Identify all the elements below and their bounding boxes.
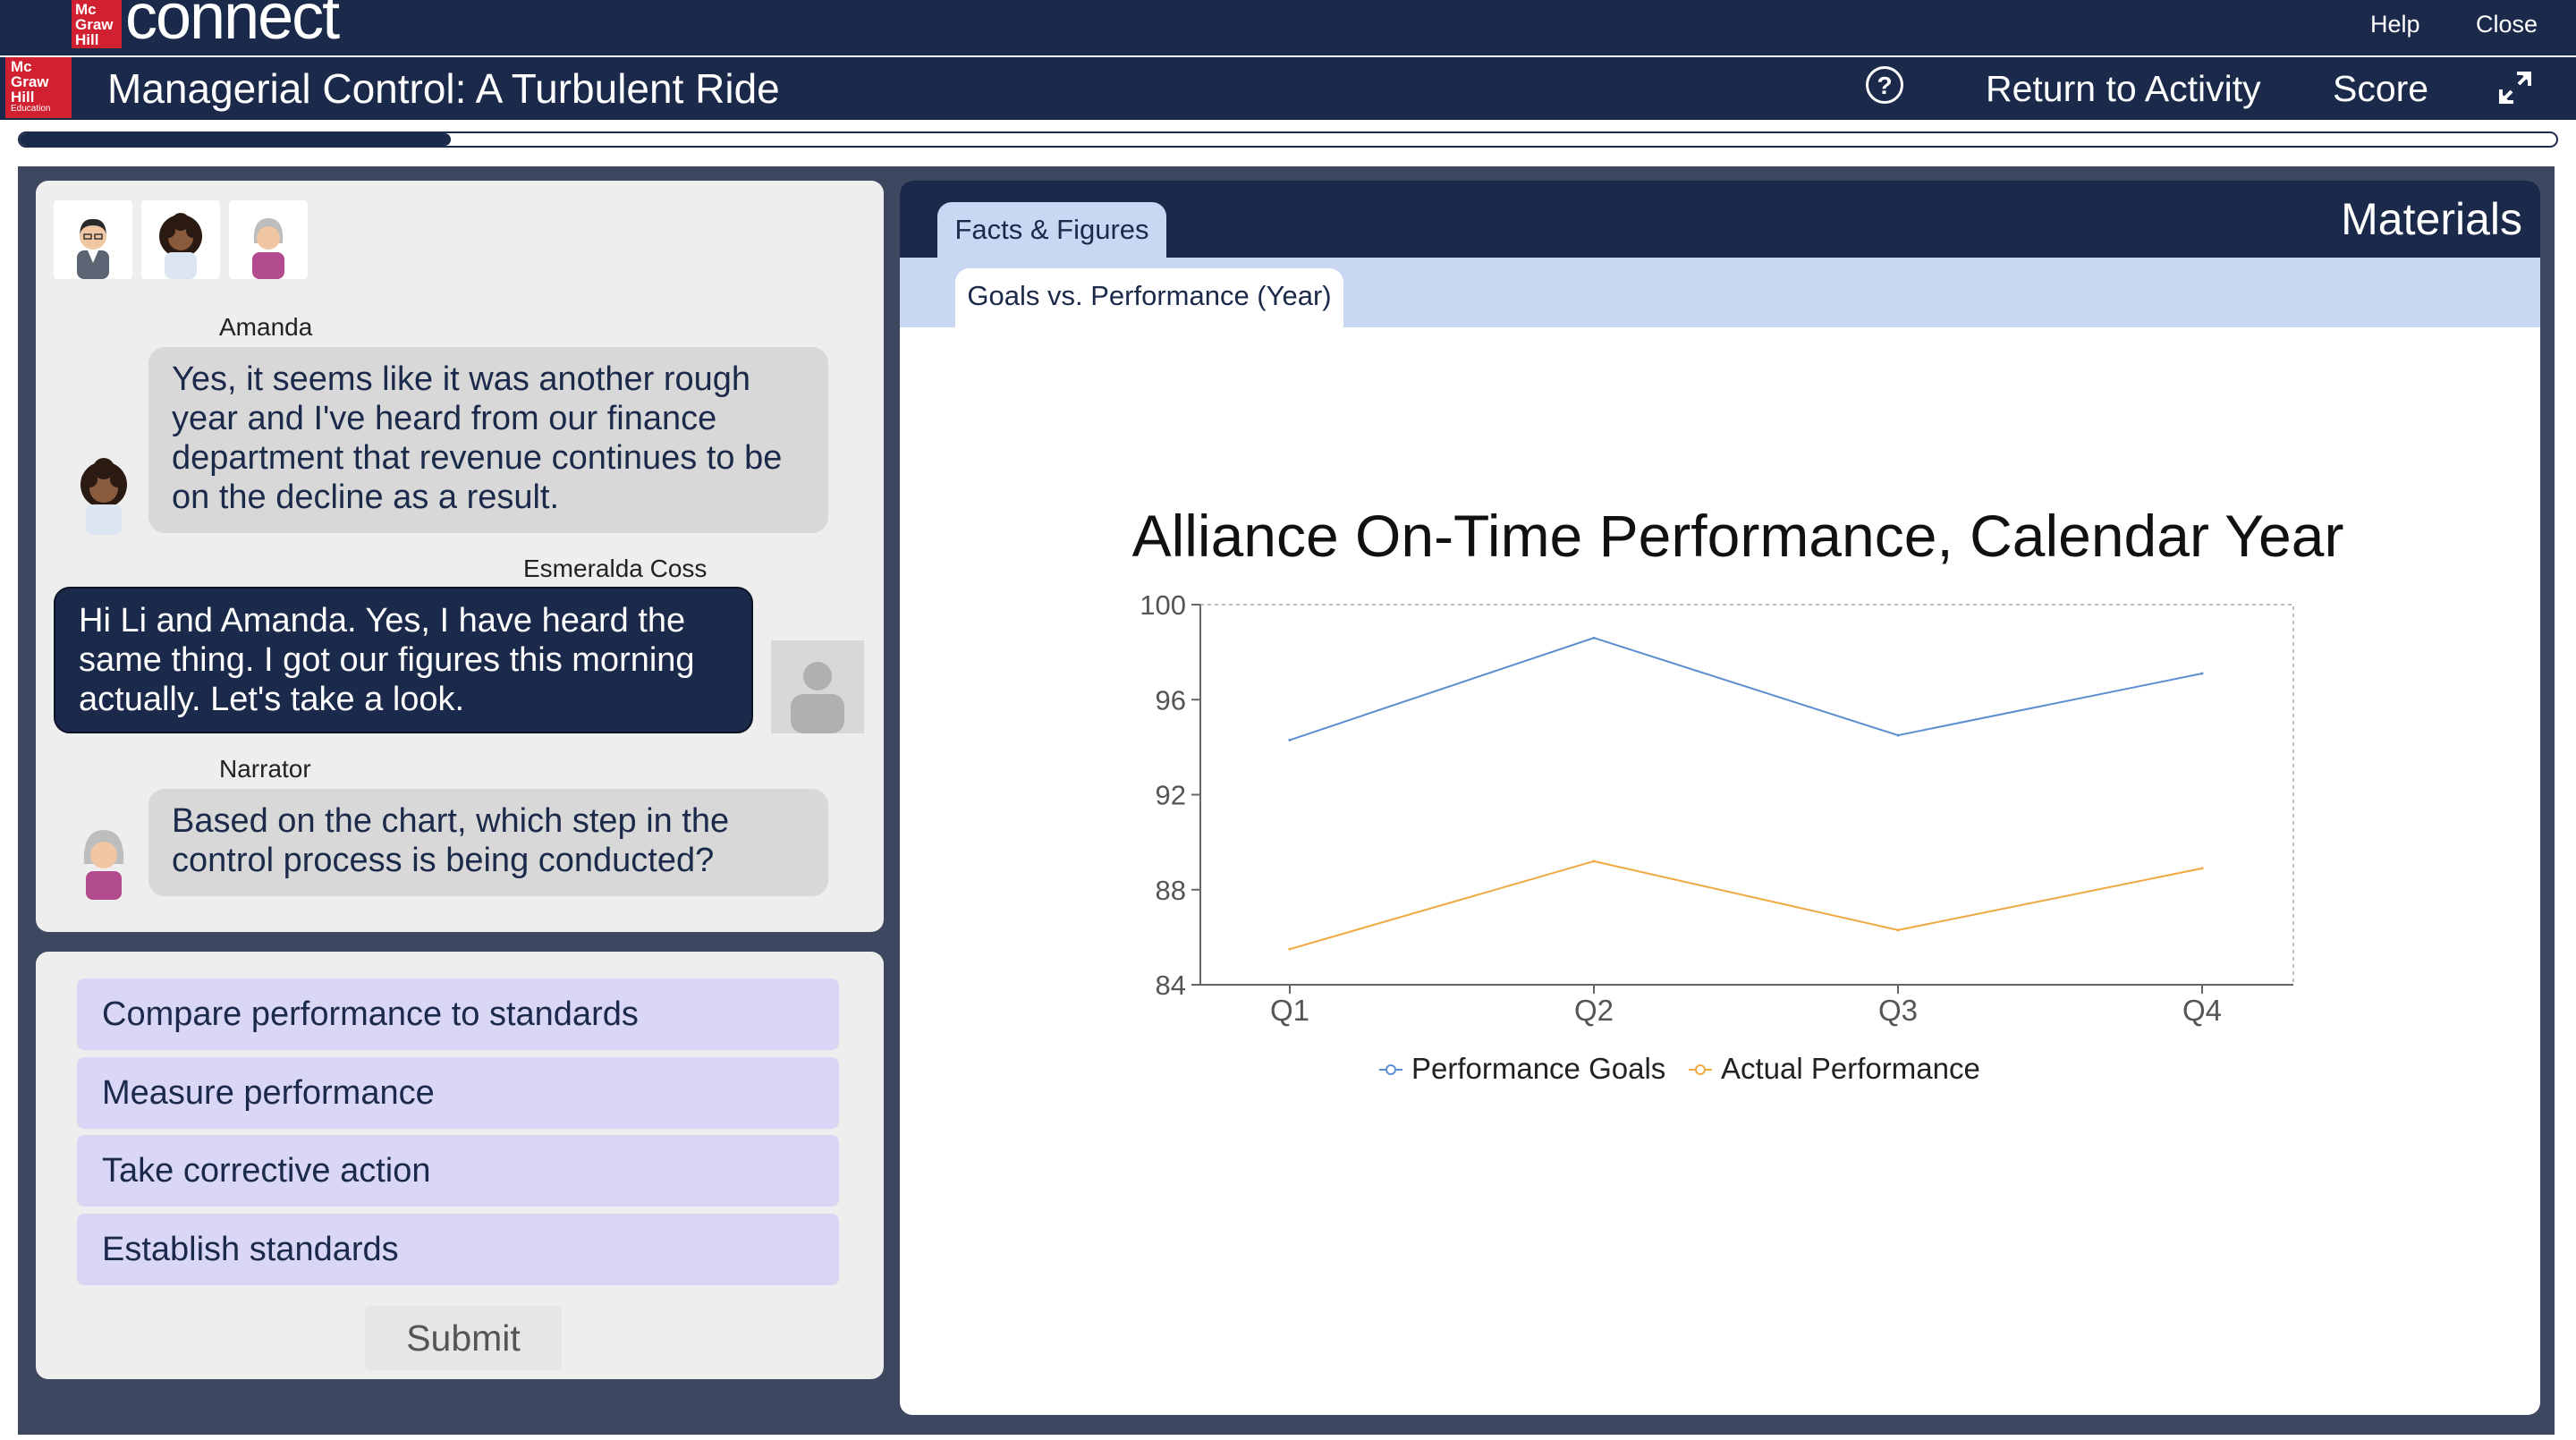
mcgraw-hill-education-logo: Mc Graw Hill Education xyxy=(5,57,72,118)
y-tick-label: 88 xyxy=(1156,875,1186,906)
connect-wordmark: connect xyxy=(125,0,340,53)
legend-swatch-marker xyxy=(1695,1064,1706,1075)
series-point xyxy=(2200,867,2204,870)
tab-facts-figures[interactable]: Facts & Figures xyxy=(937,202,1166,258)
avatar-narrator xyxy=(229,200,308,279)
logo-line: Mc xyxy=(11,58,32,75)
connect-logo: connect® xyxy=(125,0,347,54)
mcgraw-hill-logo: Mc Graw Hill xyxy=(72,0,122,48)
logo-line: Hill xyxy=(11,89,35,106)
answer-option[interactable]: Compare performance to standards xyxy=(77,978,839,1050)
answer-option[interactable]: Establish standards xyxy=(77,1214,839,1285)
logo-line: Graw xyxy=(11,73,49,90)
legend-label: Actual Performance xyxy=(1721,1052,1980,1085)
series-point xyxy=(1896,733,1900,737)
subtab-bar: Goals vs. Performance (Year) xyxy=(900,258,2540,327)
answer-panel: Compare performance to standards Measure… xyxy=(36,952,884,1379)
speaker-name: Amanda xyxy=(219,313,313,341)
speaker-name: Esmeralda Coss xyxy=(523,555,708,582)
logo-line: Education xyxy=(11,104,51,114)
materials-panel: Facts & Figures Materials Goals vs. Perf… xyxy=(900,181,2540,1415)
y-tick-label: 92 xyxy=(1156,780,1186,811)
close-link[interactable]: Close xyxy=(2476,11,2538,38)
elder-avatar-icon xyxy=(252,218,284,279)
series-line xyxy=(1289,860,2203,951)
series-line xyxy=(1289,637,2203,741)
series-point xyxy=(1288,738,1292,741)
materials-header: Facts & Figures Materials xyxy=(900,181,2540,258)
expand-icon[interactable] xyxy=(2497,70,2533,106)
series-point xyxy=(2200,672,2204,675)
score-button[interactable]: Score xyxy=(2333,68,2429,109)
activity-title: Managerial Control: A Turbulent Ride xyxy=(107,65,780,112)
chart-title: Alliance On-Time Performance, Calendar Y… xyxy=(1132,503,2344,569)
logo-line: Hill xyxy=(75,31,99,48)
y-tick-label: 100 xyxy=(1140,589,1186,621)
help-circle-icon[interactable]: ? xyxy=(1866,66,1903,104)
y-tick-label: 84 xyxy=(1156,970,1186,1001)
submit-button[interactable]: Submit xyxy=(365,1306,562,1370)
speaker-name: Narrator xyxy=(219,755,311,783)
chat-bubble: Based on the chart, which step in the co… xyxy=(148,789,828,896)
male-avatar-icon xyxy=(77,218,109,279)
female-avatar-icon xyxy=(159,213,202,279)
chat-bubble: Hi Li and Amanda. Yes, I have heard the … xyxy=(54,587,753,733)
series-point xyxy=(1896,928,1900,932)
chat-bubble: Yes, it seems like it was another rough … xyxy=(148,347,828,533)
top-brand-bar: Mc Graw Hill connect® Help Close xyxy=(0,0,2576,55)
avatar-li xyxy=(54,200,132,279)
x-tick-label: Q1 xyxy=(1270,994,1309,1027)
amanda-avatar-icon xyxy=(80,458,127,535)
chat-panel: Amanda Yes, it seems like it was another… xyxy=(36,181,884,932)
help-link[interactable]: Help xyxy=(2370,11,2420,38)
return-to-activity-button[interactable]: Return to Activity xyxy=(1986,68,2261,109)
x-tick-label: Q3 xyxy=(1878,994,1918,1027)
logo-line: Mc xyxy=(75,1,97,18)
y-tick-label: 96 xyxy=(1156,684,1186,716)
answer-option[interactable]: Take corrective action xyxy=(77,1135,839,1207)
line-chart: Alliance On-Time Performance, Calendar Y… xyxy=(1132,503,2344,1085)
avatar-amanda xyxy=(141,200,220,279)
progress-fill xyxy=(20,133,452,146)
series-point xyxy=(1592,636,1596,640)
legend-swatch-marker xyxy=(1385,1064,1396,1075)
series-point xyxy=(1288,947,1292,951)
activity-progress-bar xyxy=(18,131,2558,148)
title-bar: Mc Graw Hill Education Managerial Contro… xyxy=(0,55,2576,120)
x-tick-label: Q4 xyxy=(2182,994,2222,1027)
logo-line: Graw xyxy=(75,16,114,33)
series-point xyxy=(1592,860,1596,863)
answer-option[interactable]: Measure performance xyxy=(77,1057,839,1129)
subtab-goals-vs-performance[interactable]: Goals vs. Performance (Year) xyxy=(955,268,1343,327)
materials-title: Materials xyxy=(2341,194,2522,244)
x-tick-label: Q2 xyxy=(1574,994,1614,1027)
legend-label: Performance Goals xyxy=(1411,1052,1665,1085)
narrator-avatar-icon xyxy=(83,830,124,900)
user-placeholder-icon xyxy=(771,640,864,733)
